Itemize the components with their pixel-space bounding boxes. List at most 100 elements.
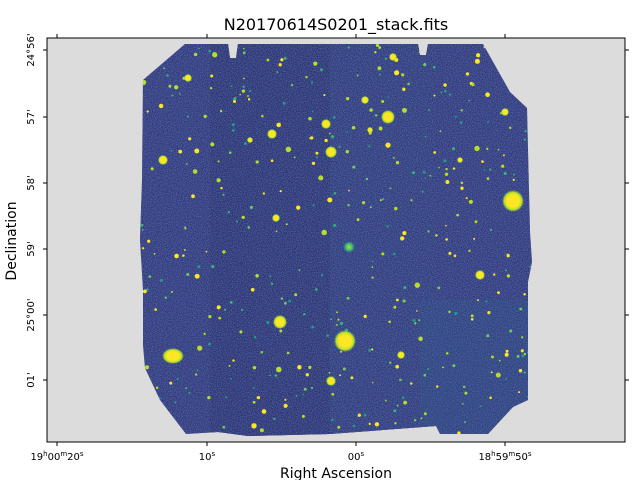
faint-star xyxy=(394,422,397,425)
faint-star xyxy=(377,66,382,71)
faint-star xyxy=(225,396,228,398)
faint-star xyxy=(403,286,407,289)
faint-star xyxy=(422,170,426,174)
faint-star xyxy=(517,391,521,394)
faint-star xyxy=(460,186,464,190)
faint-star xyxy=(389,187,392,190)
faint-star xyxy=(470,314,474,318)
faint-star xyxy=(497,291,500,294)
faint-star xyxy=(261,114,264,118)
faint-star xyxy=(502,154,505,157)
faint-star xyxy=(163,67,166,70)
faint-star xyxy=(457,431,461,435)
y-tick-label: 58' xyxy=(26,175,37,190)
star xyxy=(475,270,485,280)
faint-star xyxy=(266,320,270,325)
faint-star xyxy=(212,52,218,58)
faint-star xyxy=(347,46,350,49)
star xyxy=(389,53,397,61)
faint-star xyxy=(230,378,233,380)
faint-star xyxy=(346,296,350,300)
faint-star xyxy=(311,161,316,166)
y-axis-ticks: 24°56' 57' 58' 59' 25°00' 01' xyxy=(26,33,629,388)
faint-star xyxy=(146,288,149,291)
faint-star xyxy=(216,305,221,310)
faint-star xyxy=(443,159,447,163)
star xyxy=(273,315,287,329)
faint-star xyxy=(171,94,174,97)
faint-star xyxy=(523,371,526,374)
faint-star xyxy=(194,273,200,279)
faint-star xyxy=(146,110,149,113)
faint-star xyxy=(459,121,463,125)
faint-star xyxy=(166,74,169,77)
faint-star xyxy=(283,56,287,60)
faint-star xyxy=(247,98,251,101)
faint-star xyxy=(495,372,501,378)
faint-star xyxy=(440,91,443,94)
faint-star xyxy=(442,366,444,369)
faint-star xyxy=(318,175,324,181)
faint-star xyxy=(333,192,337,195)
faint-star xyxy=(188,137,192,141)
faint-star xyxy=(262,192,266,195)
faint-star xyxy=(309,137,312,140)
faint-star xyxy=(278,63,282,67)
faint-star xyxy=(147,239,151,243)
faint-star xyxy=(464,421,467,423)
faint-star xyxy=(374,114,378,117)
faint-star xyxy=(259,428,264,433)
star xyxy=(325,146,337,158)
faint-star xyxy=(402,299,406,303)
faint-star xyxy=(368,422,371,426)
faint-star xyxy=(193,52,198,57)
faint-star xyxy=(273,417,276,421)
faint-star xyxy=(402,107,407,113)
faint-star xyxy=(186,115,189,118)
faint-star xyxy=(424,177,427,179)
faint-star xyxy=(276,366,282,373)
faint-star xyxy=(311,325,315,329)
faint-star xyxy=(243,141,247,146)
faint-star xyxy=(340,322,343,325)
faint-star xyxy=(465,72,470,76)
star xyxy=(367,127,373,133)
faint-star xyxy=(316,156,318,159)
faint-star xyxy=(274,374,278,377)
faint-star xyxy=(420,417,423,420)
faint-star xyxy=(270,159,274,162)
faint-star xyxy=(443,89,447,93)
faint-star xyxy=(283,403,288,408)
faint-star xyxy=(191,194,195,199)
faint-star xyxy=(413,419,417,422)
faint-star xyxy=(454,115,457,118)
faint-star xyxy=(312,204,315,207)
stars xyxy=(158,53,524,386)
faint-star xyxy=(301,414,305,418)
faint-star xyxy=(220,186,223,190)
faint-star xyxy=(227,210,230,214)
faint-star xyxy=(249,90,252,93)
faint-star xyxy=(451,147,456,151)
faint-star xyxy=(487,311,491,315)
faint-star xyxy=(205,250,208,253)
faint-star xyxy=(474,220,478,224)
faint-star xyxy=(315,288,318,291)
faint-star xyxy=(381,198,385,201)
faint-star xyxy=(378,73,381,76)
faint-star xyxy=(198,47,200,50)
faint-star xyxy=(473,237,476,240)
faint-star xyxy=(142,289,147,294)
faint-star xyxy=(523,292,526,296)
faint-star xyxy=(362,201,366,205)
faint-star xyxy=(485,92,490,98)
faint-star xyxy=(203,332,206,336)
faint-star xyxy=(185,163,188,165)
faint-star xyxy=(347,203,350,207)
faint-star xyxy=(518,368,523,373)
faint-star xyxy=(219,109,223,113)
faint-star xyxy=(328,132,331,135)
faint-star xyxy=(445,224,447,227)
faint-star xyxy=(280,58,284,62)
faint-star xyxy=(401,396,405,400)
